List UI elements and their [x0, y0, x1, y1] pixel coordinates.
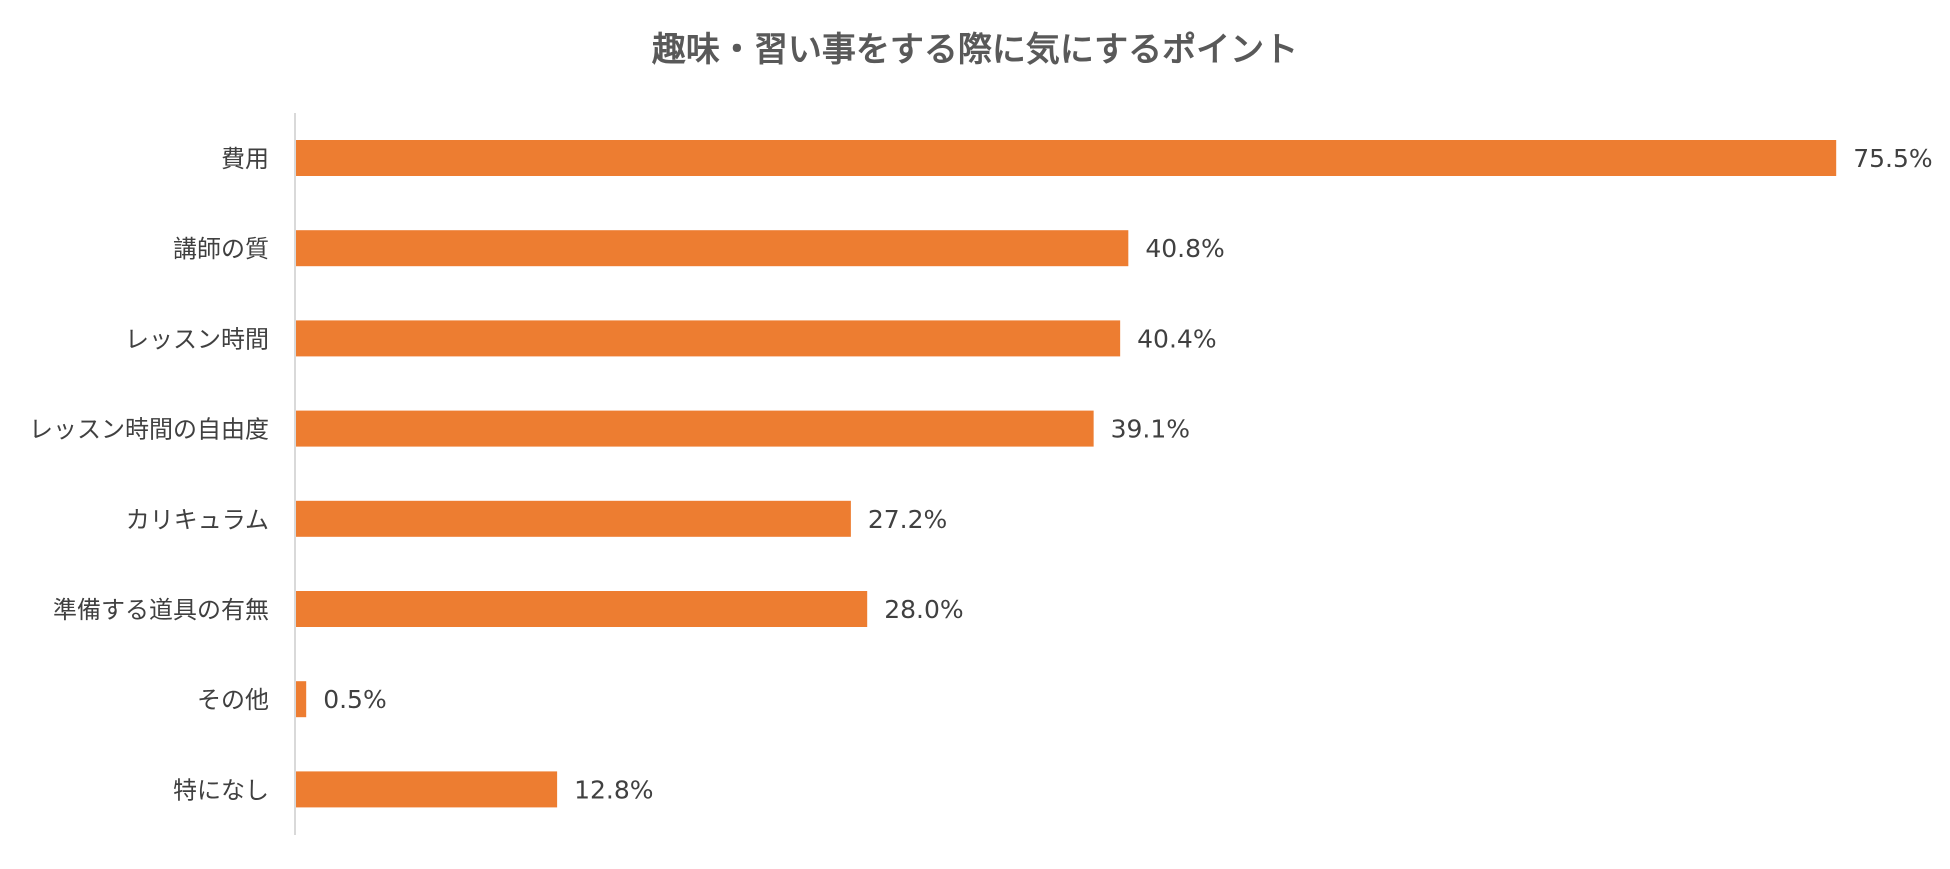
bar-7	[296, 771, 558, 808]
value-label-2: 40.4%	[1137, 324, 1216, 353]
value-label-7: 12.8%	[574, 775, 653, 804]
category-label-2: レッスン時間	[125, 325, 269, 353]
value-label-5: 28.0%	[884, 595, 963, 624]
category-label-7: 特になし	[173, 776, 269, 804]
bar-4	[296, 500, 851, 537]
category-label-3: レッスン時間の自由度	[29, 416, 269, 444]
bars-group	[296, 140, 1837, 808]
category-labels-group: 費用講師の質レッスン時間レッスン時間の自由度カリキュラム準備する道具の有無その他…	[29, 145, 269, 804]
bar-2	[296, 320, 1121, 357]
category-label-0: 費用	[221, 145, 269, 173]
category-label-5: 準備する道具の有無	[53, 596, 269, 624]
bar-1	[296, 230, 1129, 267]
chart-title: 趣味・習い事をする際に気にするポイント	[652, 30, 1298, 70]
bar-6	[296, 681, 307, 718]
category-label-1: 講師の質	[173, 235, 269, 263]
category-label-6: その他	[197, 686, 269, 714]
category-label-4: カリキュラム	[126, 506, 269, 534]
value-label-1: 40.8%	[1145, 234, 1224, 263]
value-label-6: 0.5%	[323, 685, 387, 714]
value-label-4: 27.2%	[868, 505, 947, 534]
value-labels-group: 75.5% 40.8% 40.4% 39.1% 27.2% 28.0% 0.5% 12.8%	[323, 144, 1932, 804]
bar-5	[296, 591, 868, 627]
value-label-3: 39.1%	[1111, 415, 1190, 444]
value-label-0: 75.5%	[1853, 144, 1932, 173]
bar-0	[296, 140, 1837, 176]
bar-3	[296, 410, 1094, 447]
